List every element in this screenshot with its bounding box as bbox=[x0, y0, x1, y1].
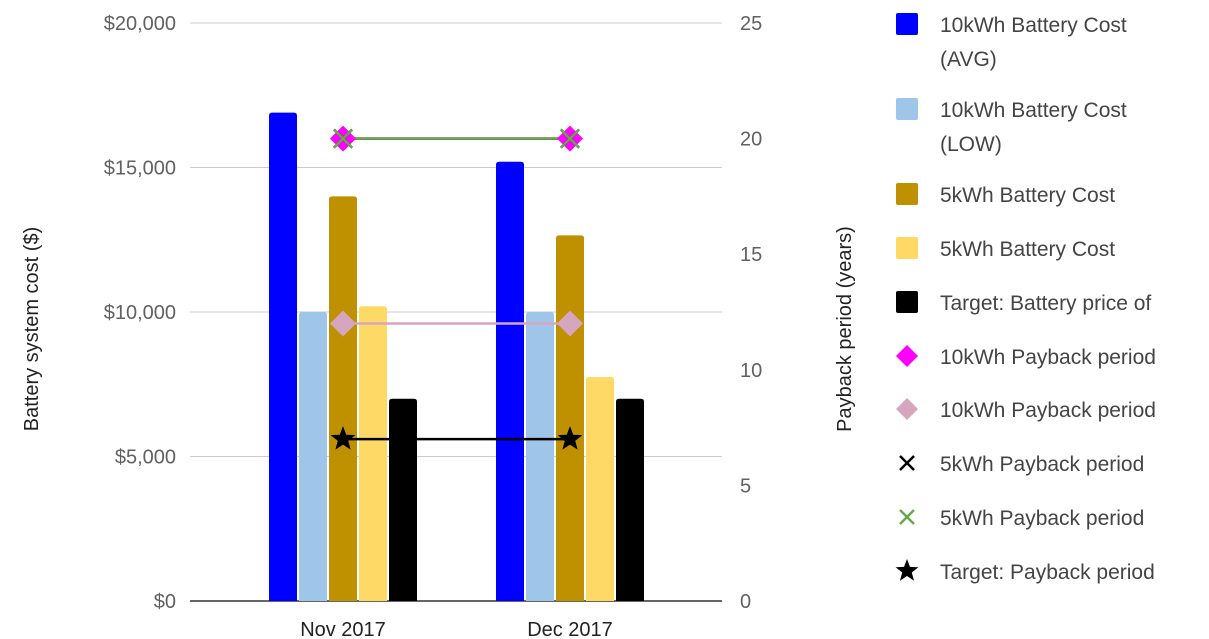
left-tick-label: $5,000 bbox=[115, 447, 176, 469]
line-series bbox=[330, 125, 583, 450]
legend-label: 10kWh Battery Cost bbox=[940, 99, 1127, 122]
right-tick-label: 0 bbox=[740, 591, 751, 613]
series-point bbox=[330, 426, 356, 450]
legend-swatch bbox=[896, 98, 918, 120]
right-axis-ticks: 0 5 10 15 20 25 bbox=[740, 13, 762, 613]
legend-label: (AVG) bbox=[940, 48, 997, 71]
legend-label: 5kWh Payback period bbox=[940, 507, 1144, 530]
legend-entry: 10kWh Battery Cost (LOW) bbox=[896, 98, 1127, 156]
legend-swatch bbox=[896, 183, 918, 205]
bar bbox=[359, 306, 387, 601]
bar bbox=[299, 312, 327, 601]
right-tick-label: 5 bbox=[740, 475, 751, 497]
legend-label: Target: Battery price of bbox=[940, 292, 1151, 315]
legend-entry: 10kWh Payback period bbox=[896, 345, 1156, 369]
left-tick-label: $15,000 bbox=[104, 158, 176, 180]
bar bbox=[269, 112, 297, 601]
legend-label: 10kWh Payback period bbox=[940, 399, 1156, 422]
legend-entry: 5kWh Battery Cost bbox=[896, 237, 1115, 261]
right-tick-label: 20 bbox=[740, 129, 762, 151]
series-point bbox=[557, 310, 583, 337]
category-labels: Nov 2017 Dec 2017 bbox=[300, 619, 613, 639]
bar bbox=[329, 196, 357, 601]
bar bbox=[389, 398, 417, 601]
legend-label: (LOW) bbox=[940, 133, 1002, 156]
left-axis-title: Battery system cost ($) bbox=[21, 227, 43, 432]
legend-entry: Target: Battery price of bbox=[896, 291, 1151, 315]
legend-swatch bbox=[896, 398, 918, 420]
legend-entry: 5kWh Payback period bbox=[899, 507, 1144, 530]
bar bbox=[616, 398, 644, 601]
bar bbox=[586, 377, 614, 601]
series-point bbox=[333, 128, 353, 149]
legend-swatch bbox=[899, 455, 915, 471]
right-tick-label: 15 bbox=[740, 244, 762, 266]
legend-swatch bbox=[895, 559, 919, 581]
right-axis-title: Payback period (years) bbox=[834, 226, 856, 432]
series-point bbox=[560, 128, 580, 149]
category-label: Nov 2017 bbox=[300, 619, 386, 639]
right-tick-label: 10 bbox=[740, 360, 762, 382]
left-tick-label: $10,000 bbox=[104, 302, 176, 324]
bar bbox=[526, 312, 554, 601]
legend-swatch bbox=[896, 291, 918, 313]
legend-swatch bbox=[896, 345, 918, 367]
bar bbox=[556, 235, 584, 602]
series-point bbox=[330, 310, 356, 337]
left-tick-label: $0 bbox=[154, 591, 176, 613]
legend-label: 5kWh Battery Cost bbox=[940, 184, 1115, 207]
legend-entry: 5kWh Battery Cost bbox=[896, 183, 1115, 207]
legend-label: 5kWh Battery Cost bbox=[940, 238, 1115, 261]
left-tick-label: $20,000 bbox=[104, 13, 176, 35]
legend-swatch bbox=[896, 237, 918, 259]
bar bbox=[496, 161, 524, 601]
legend-entry: 10kWh Payback period bbox=[896, 398, 1156, 422]
legend-entry: 10kWh Battery Cost (AVG) bbox=[896, 13, 1127, 71]
legend-label: 10kWh Battery Cost bbox=[940, 14, 1127, 37]
legend: 10kWh Battery Cost(AVG)10kWh Battery Cos… bbox=[895, 13, 1156, 584]
bar-series bbox=[269, 112, 644, 602]
right-tick-label: 25 bbox=[740, 13, 762, 35]
series-point bbox=[557, 426, 583, 450]
legend-label: 10kWh Payback period bbox=[940, 346, 1156, 369]
category-label: Dec 2017 bbox=[527, 619, 613, 639]
legend-swatch bbox=[896, 13, 918, 35]
left-axis-ticks: $0 $5,000 $10,000 $15,000 $20,000 bbox=[104, 13, 176, 613]
legend-label: Target: Payback period bbox=[940, 561, 1155, 584]
legend-swatch bbox=[899, 509, 915, 525]
legend-entry: Target: Payback period bbox=[895, 559, 1155, 584]
legend-entry: 5kWh Payback period bbox=[899, 453, 1144, 476]
legend-label: 5kWh Payback period bbox=[940, 453, 1144, 476]
